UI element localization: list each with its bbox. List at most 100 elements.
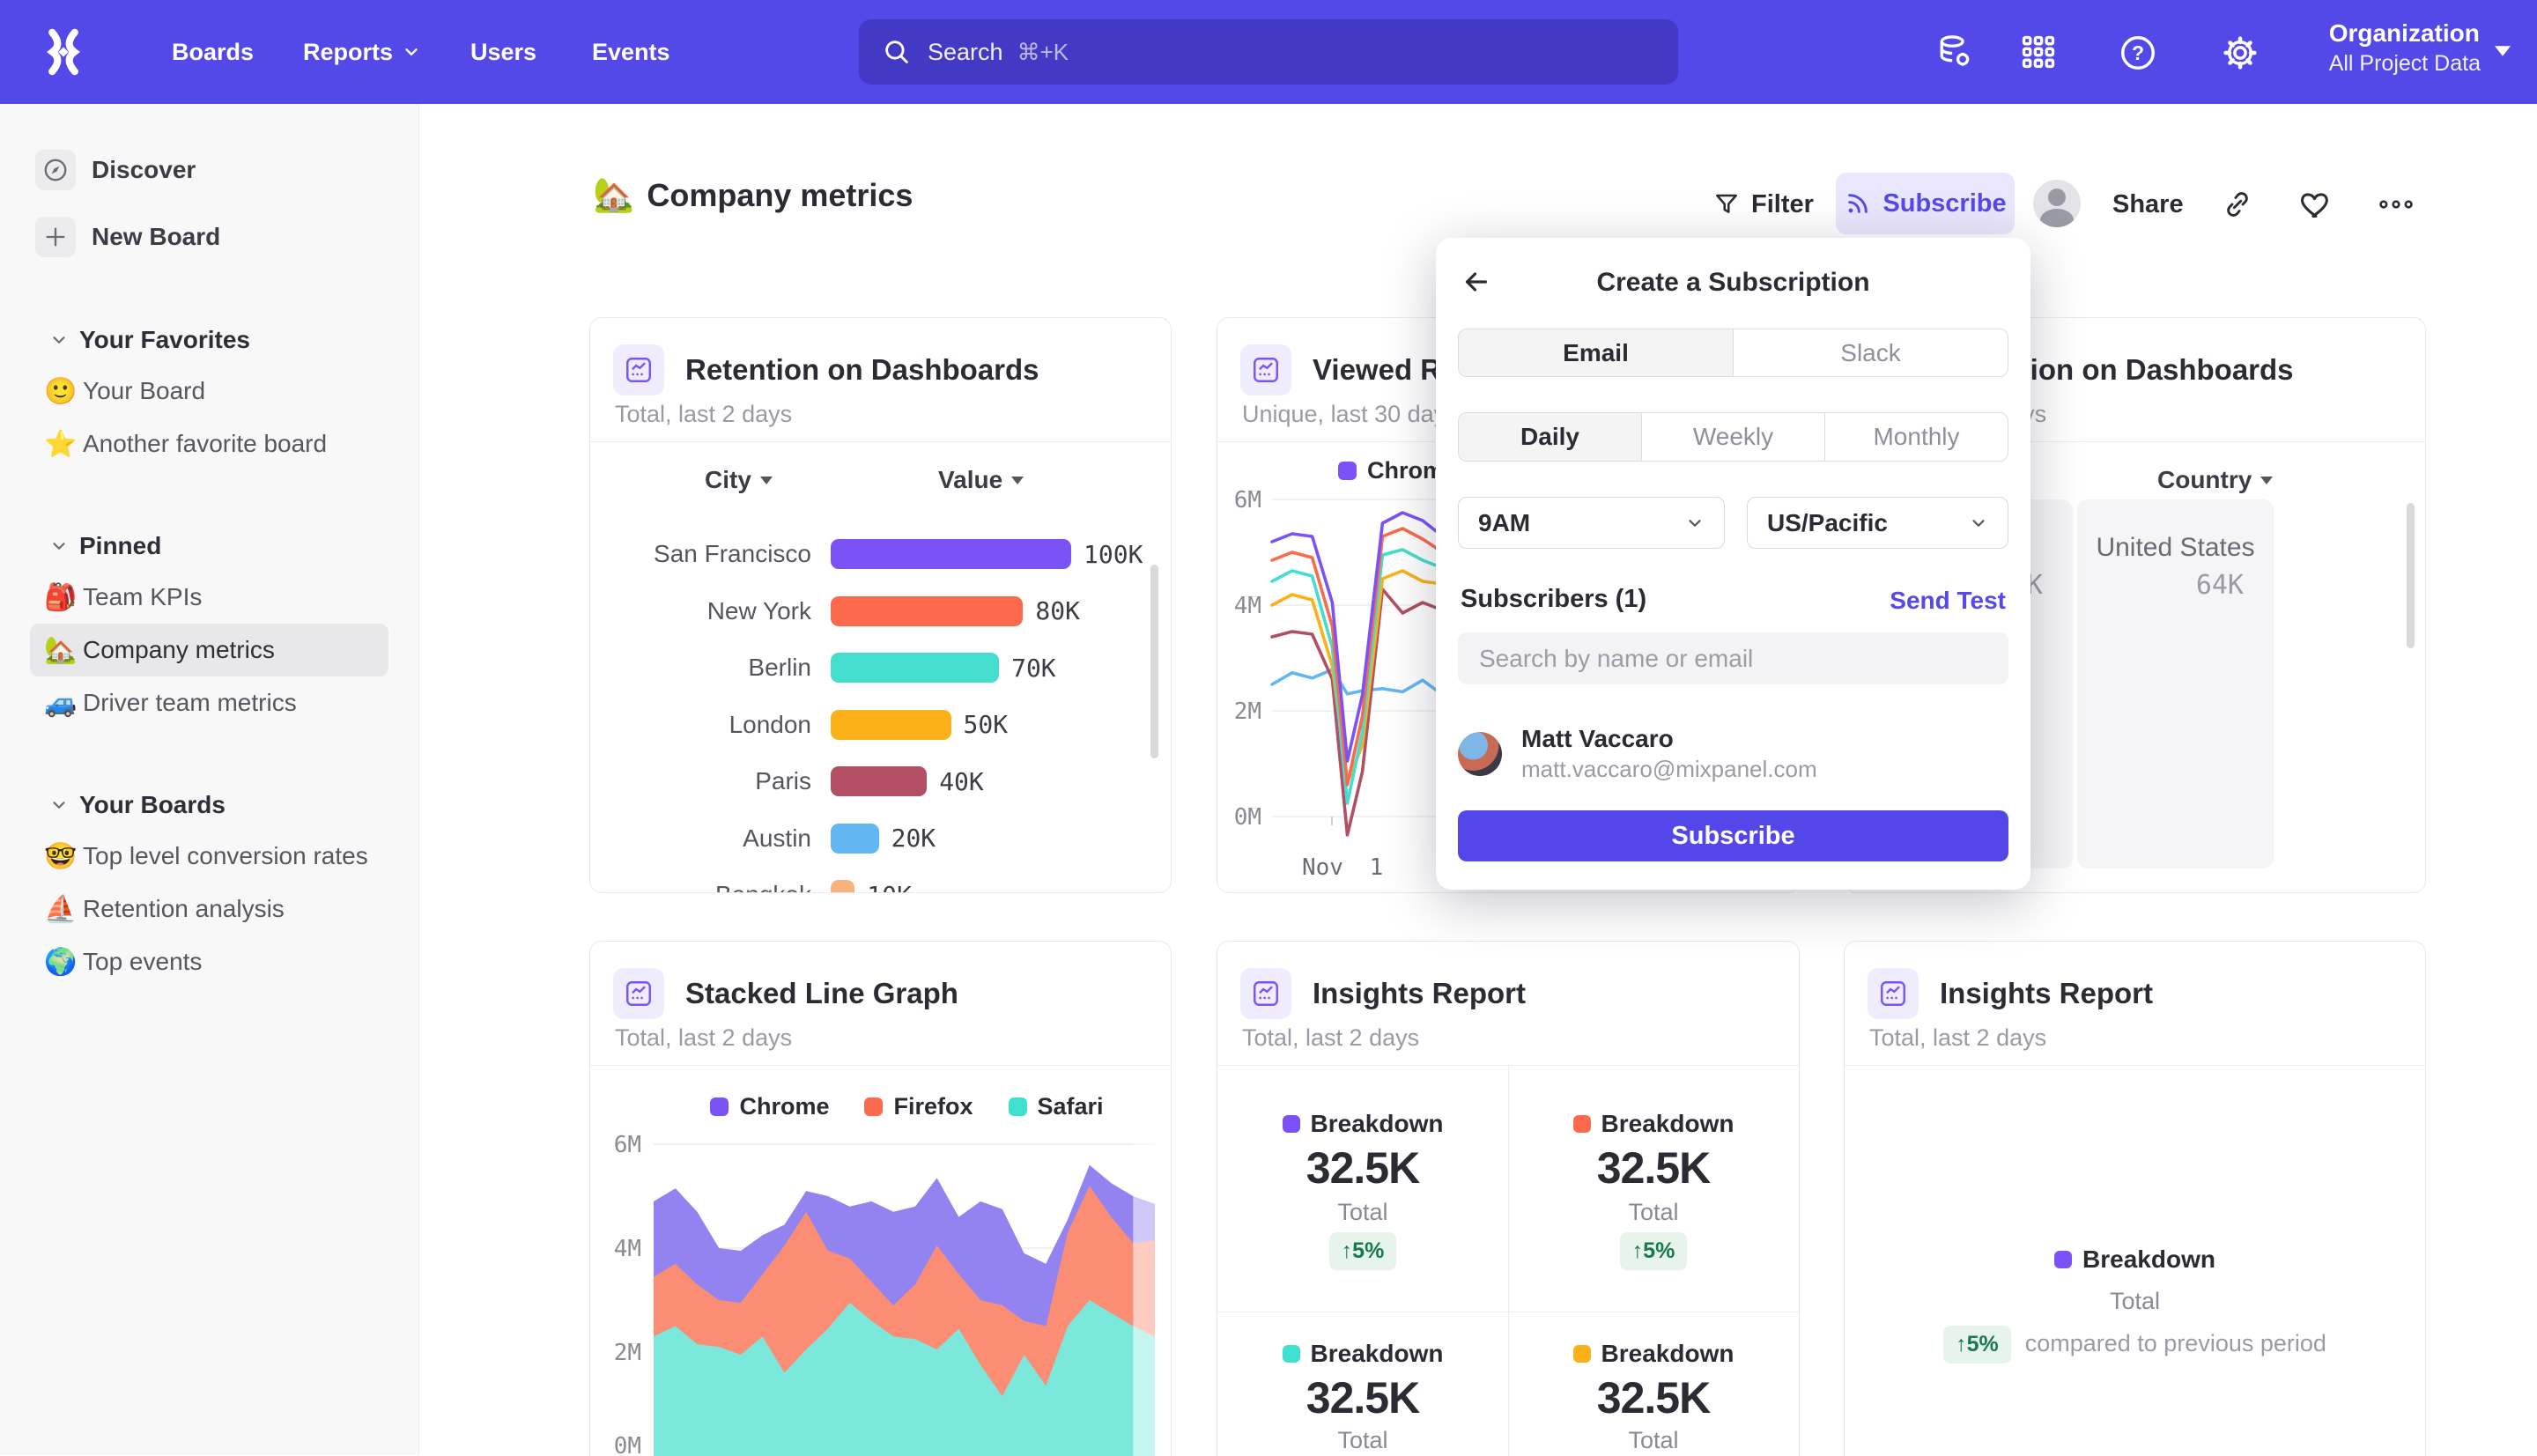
subscribe-button[interactable]: Subscribe xyxy=(1836,173,2015,234)
avatar[interactable] xyxy=(2033,180,2081,227)
funnel-icon xyxy=(1716,194,1737,213)
sidebar-section-pinned[interactable]: Pinned xyxy=(49,527,418,565)
page-title: 🏡 Company metrics xyxy=(593,176,913,215)
metric-value: 32.5K xyxy=(1596,1373,1711,1423)
back-arrow-icon[interactable] xyxy=(1461,266,1492,298)
sidebar-item-top-level-conversion-rates[interactable]: 🤓 Top level conversion rates xyxy=(30,830,388,883)
table-row[interactable]: New York 80K xyxy=(611,584,1080,639)
column-header-country[interactable]: Country xyxy=(2157,466,2274,494)
sidebar-item-your-board[interactable]: 🙂 Your Board xyxy=(30,365,388,418)
value-bar xyxy=(831,709,951,740)
value-label: 10K xyxy=(867,881,912,893)
search-input[interactable]: Search ⌘+K xyxy=(859,19,1678,85)
tab-monthly[interactable]: Monthly xyxy=(1824,412,2008,462)
delta-badge: ↑5% xyxy=(1328,1232,1397,1270)
favorite-button[interactable] xyxy=(2299,174,2333,234)
org-name: Organization xyxy=(2328,19,2480,47)
sidebar-item-top-events[interactable]: 🌍 Top events xyxy=(30,935,388,988)
table-row[interactable]: Austin 20K xyxy=(611,811,936,866)
scrollbar[interactable] xyxy=(1150,565,1158,758)
sidebar-item-company-metrics[interactable]: 🏡 Company metrics xyxy=(30,624,388,676)
cell-label: United States xyxy=(2096,533,2255,562)
series-color-dot xyxy=(1282,1115,1300,1133)
column-header-value[interactable]: Value xyxy=(938,466,1024,494)
legend-item-firefox[interactable]: Firefox xyxy=(864,1093,973,1120)
legend-label: Safari xyxy=(1037,1093,1104,1120)
legend-swatch xyxy=(864,1098,884,1116)
table-row[interactable]: Paris 40K xyxy=(611,754,984,809)
total-label: Total xyxy=(1628,1199,1679,1225)
search-icon xyxy=(885,41,908,63)
value-label: 20K xyxy=(891,824,936,853)
subscribe-submit-button[interactable]: Subscribe xyxy=(1458,810,2008,861)
report-icon xyxy=(1868,968,1919,1019)
table-row[interactable]: Bangkok 10K xyxy=(611,868,912,893)
tab-weekly[interactable]: Weekly xyxy=(1641,412,1825,462)
sidebar-item-retention-analysis[interactable]: ⛵ Retention analysis xyxy=(30,883,388,935)
series-color-dot xyxy=(1572,1345,1591,1363)
apps-grid-icon[interactable] xyxy=(2019,33,2058,71)
table-row[interactable]: San Francisco 100K xyxy=(611,527,1143,581)
city-label: San Francisco xyxy=(654,540,811,567)
column-header-city[interactable]: City xyxy=(705,466,773,494)
nav-users[interactable]: Users xyxy=(470,38,537,65)
metric-value: 32.5K xyxy=(1305,1143,1420,1193)
delta-row: ↑5% xyxy=(1508,1232,1799,1270)
timezone-select[interactable]: US/Pacific xyxy=(1747,497,2008,549)
card-subtitle: Total, last 2 days xyxy=(615,1024,793,1051)
sidebar-item-team-kpis[interactable]: 🎒 Team KPIs xyxy=(30,571,388,624)
help-icon[interactable]: ? xyxy=(2118,33,2158,73)
data-management-icon[interactable] xyxy=(1934,33,1973,71)
channel-tabs: Email Slack xyxy=(1458,329,2008,377)
sidebar-section-your-favorites[interactable]: Your Favorites xyxy=(49,321,418,359)
team-kpis-emoji-icon: 🎒 xyxy=(44,582,78,612)
chevron-down-icon xyxy=(405,48,418,55)
sidebar-item-another-favorite-board[interactable]: ⭐ Another favorite board xyxy=(30,418,388,470)
time-select[interactable]: 9AM xyxy=(1458,497,1725,549)
share-button[interactable]: Share xyxy=(2112,189,2184,218)
sidebar-item-driver-team-metrics[interactable]: 🚙 Driver team metrics xyxy=(30,676,388,729)
value-label: 70K xyxy=(1011,653,1056,683)
report-icon xyxy=(613,344,664,395)
tab-email[interactable]: Email xyxy=(1458,329,1734,377)
card-subtitle: Total, last 2 days xyxy=(1242,1024,1420,1051)
mixpanel-logo-icon[interactable] xyxy=(39,27,88,77)
section-label: Pinned xyxy=(79,532,162,559)
caret-down-icon xyxy=(1011,476,1024,484)
total-label: Total xyxy=(2109,1288,2161,1314)
chart-legend: Chrome Firefox Safari xyxy=(643,1093,1171,1120)
sidebar-section-your-boards[interactable]: Your Boards xyxy=(49,786,418,824)
nav-reports[interactable]: Reports xyxy=(303,0,421,104)
tab-daily[interactable]: Daily xyxy=(1458,412,1642,462)
legend-item-chrome[interactable]: Chrome xyxy=(710,1093,829,1120)
chevron-down-icon xyxy=(53,543,65,550)
send-test-link[interactable]: Send Test xyxy=(1890,587,2006,614)
legend-item-safari[interactable]: Safari xyxy=(1008,1093,1104,1120)
total-label: Total xyxy=(1337,1199,1388,1225)
sidebar-new-board[interactable]: New Board xyxy=(35,210,418,264)
org-switcher[interactable]: Organization All Project Data xyxy=(2329,19,2481,77)
driver-team-metrics-emoji-icon: 🚙 xyxy=(44,688,78,718)
tab-slack[interactable]: Slack xyxy=(1733,329,2008,377)
section-label: Your Favorites xyxy=(79,326,250,353)
org-project: All Project Data xyxy=(2328,51,2481,76)
subscriber-row[interactable]: Matt Vaccaro matt.vaccaro@mixpanel.com xyxy=(1458,725,1817,783)
scrollbar[interactable] xyxy=(2407,503,2415,648)
section-label: Your Boards xyxy=(79,791,226,818)
nav-events[interactable]: Events xyxy=(592,38,670,65)
delta-note: compared to previous period xyxy=(2024,1330,2326,1356)
card-title: Stacked Line Graph xyxy=(685,977,958,1009)
sidebar-sections: Your Favorites 🙂 Your Board ⭐ Another favori… xyxy=(0,321,418,988)
table-row[interactable]: London 50K xyxy=(611,698,1008,752)
sidebar-discover[interactable]: Discover xyxy=(35,143,418,197)
value-bar xyxy=(831,766,928,796)
subscriber-search-input[interactable]: Search by name or email xyxy=(1458,632,2008,684)
table-row[interactable]: Berlin 70K xyxy=(611,640,1056,695)
more-options-button[interactable] xyxy=(2377,174,2415,234)
settings-gear-icon[interactable] xyxy=(2220,33,2260,73)
city-label: New York xyxy=(706,596,811,625)
filter-button[interactable]: Filter xyxy=(1712,174,1814,234)
nav-boards[interactable]: Boards xyxy=(172,38,255,65)
copy-link-button[interactable] xyxy=(2222,174,2253,234)
country-cell[interactable]: United States 64K xyxy=(2077,499,2274,868)
